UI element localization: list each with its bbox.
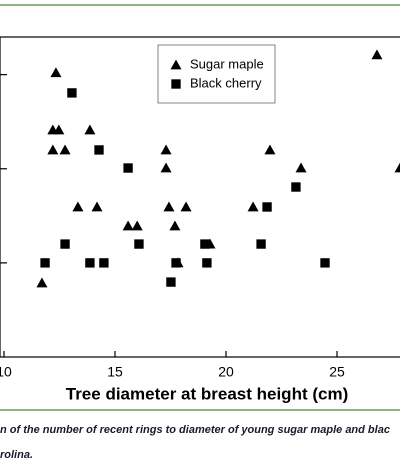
legend-label: Black cherry [190, 75, 262, 90]
marker [166, 277, 176, 287]
marker [371, 49, 383, 60]
marker [160, 144, 172, 155]
marker [50, 67, 62, 78]
marker [99, 258, 109, 268]
marker [59, 144, 71, 155]
marker [36, 277, 48, 288]
marker [85, 258, 95, 268]
x-tick-label: 25 [329, 364, 345, 380]
marker [264, 144, 276, 155]
legend-box [157, 44, 276, 104]
marker [163, 201, 175, 212]
marker [94, 145, 104, 155]
marker [160, 162, 172, 173]
marker [131, 220, 143, 231]
marker [291, 182, 301, 192]
marker [247, 201, 259, 212]
x-tick-label: 10 [0, 364, 12, 380]
caption-line: rolina. [0, 449, 33, 461]
marker [91, 201, 103, 212]
marker [67, 88, 77, 98]
legend-marker [170, 59, 182, 70]
marker [180, 201, 192, 212]
marker [72, 201, 84, 212]
marker [171, 258, 181, 268]
marker [60, 239, 70, 249]
x-axis-title: Tree diameter at breast height (cm) [66, 384, 348, 403]
caption-line: n of the number of recent rings to diame… [0, 424, 390, 436]
legend-marker [171, 79, 181, 89]
marker [169, 220, 181, 231]
marker [202, 258, 212, 268]
marker [295, 162, 307, 173]
marker [84, 124, 96, 135]
x-tick-label: 20 [218, 364, 234, 380]
marker [256, 239, 266, 249]
marker [53, 124, 65, 135]
marker [122, 220, 134, 231]
plot-frame [0, 36, 400, 358]
marker [40, 258, 50, 268]
marker [134, 239, 144, 249]
marker [200, 239, 210, 249]
legend-label: Sugar maple [190, 56, 264, 71]
marker [47, 144, 59, 155]
marker [394, 162, 400, 173]
x-tick-label: 15 [107, 364, 123, 380]
marker [123, 163, 133, 173]
marker [262, 202, 272, 212]
marker [320, 258, 330, 268]
